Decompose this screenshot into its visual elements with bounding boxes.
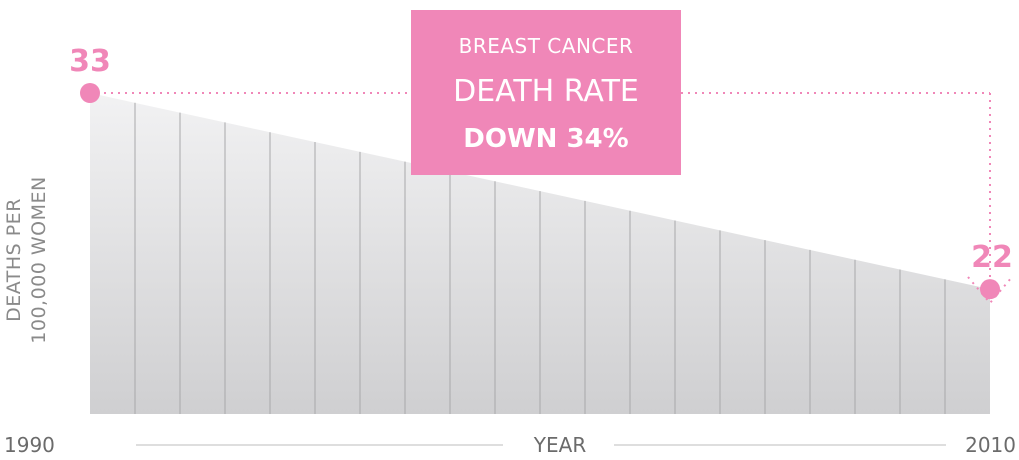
y-axis-label: DEATHS PER 100,000 WOMEN	[2, 130, 62, 390]
x-tick-label: 2010	[965, 433, 1016, 457]
x-axis-title: YEAR	[533, 433, 587, 457]
y-axis-label-line2: 100,000 WOMEN	[28, 176, 50, 344]
callout-line2: DEATH RATE	[453, 74, 639, 109]
data-label: 33	[69, 44, 111, 79]
data-label: 22	[971, 240, 1013, 275]
y-axis-label-line1: DEATHS PER	[3, 198, 25, 322]
data-point	[80, 83, 100, 103]
callout-line3: DOWN 34%	[463, 124, 629, 154]
callout-box: BREAST CANCER DEATH RATE DOWN 34%	[411, 10, 681, 175]
callout-line1: BREAST CANCER	[458, 34, 634, 58]
guide-arrow-head	[967, 276, 1013, 305]
x-tick-label: 1990	[4, 433, 55, 457]
data-point	[980, 279, 1000, 300]
